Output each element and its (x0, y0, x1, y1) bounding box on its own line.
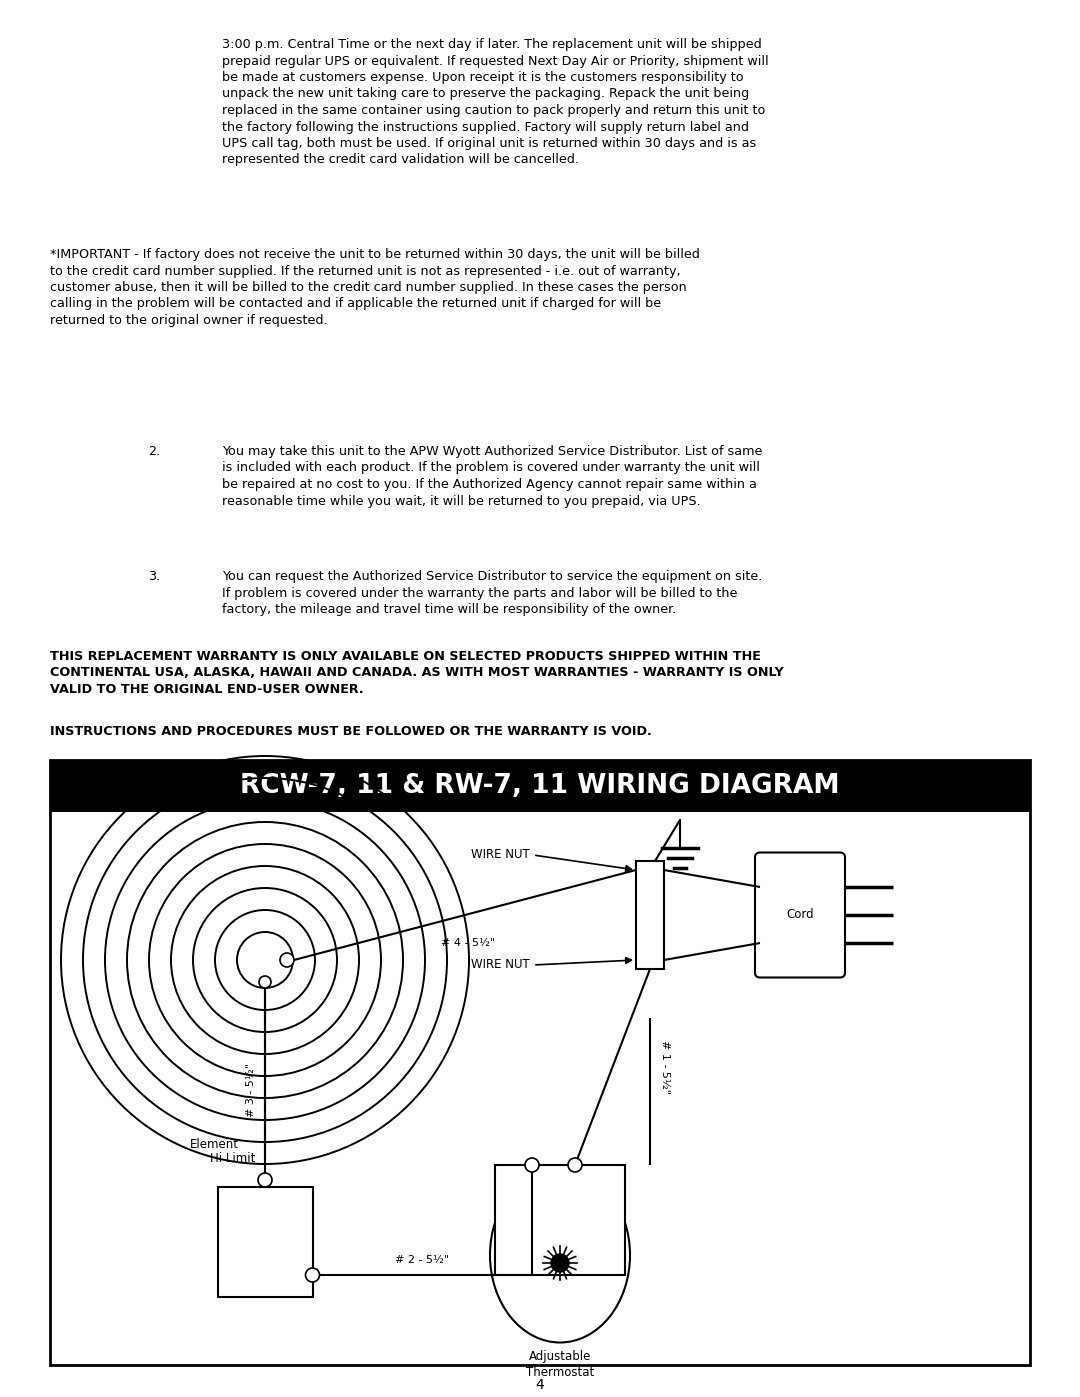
Text: WIRE NUT: WIRE NUT (471, 848, 530, 862)
Text: RCW-7, 11 & RW-7, 11 WIRING DIAGRAM: RCW-7, 11 & RW-7, 11 WIRING DIAGRAM (240, 773, 840, 799)
Text: Green: Green (765, 865, 799, 875)
Text: # 3 - 5½": # 3 - 5½" (246, 1063, 256, 1118)
Circle shape (259, 977, 271, 988)
Text: Adjustable
Thermostat: Adjustable Thermostat (526, 1350, 594, 1379)
Circle shape (306, 1268, 320, 1282)
Text: 3.: 3. (148, 570, 160, 583)
Text: You can request the Authorized Service Distributor to service the equipment on s: You can request the Authorized Service D… (222, 570, 762, 616)
Circle shape (258, 1173, 272, 1187)
Ellipse shape (490, 1168, 630, 1343)
Text: 4: 4 (536, 1377, 544, 1391)
Circle shape (568, 1158, 582, 1172)
Bar (217, 1187, 312, 1296)
Text: THIS REPLACEMENT WARRANTY IS ONLY AVAILABLE ON SELECTED PRODUCTS SHIPPED WITHIN : THIS REPLACEMENT WARRANTY IS ONLY AVAILA… (50, 650, 784, 696)
Circle shape (525, 1158, 539, 1172)
FancyBboxPatch shape (755, 852, 845, 978)
Text: WIRE NUT: WIRE NUT (471, 958, 530, 971)
Bar (636, 861, 664, 970)
Text: INSTRUCTIONS AND PROCEDURES MUST BE FOLLOWED OR THE WARRANTY IS VOID.: INSTRUCTIONS AND PROCEDURES MUST BE FOLL… (50, 725, 651, 738)
Text: # 2 - 5½": # 2 - 5½" (395, 1255, 449, 1266)
Text: # 4 - 5½": # 4 - 5½" (442, 937, 496, 949)
Text: 3:00 p.m. Central Time or the next day if later. The replacement unit will be sh: 3:00 p.m. Central Time or the next day i… (222, 38, 769, 166)
Text: Hi Limit: Hi Limit (210, 1153, 255, 1165)
Text: Black: Black (765, 949, 795, 958)
Text: Element: Element (190, 1139, 239, 1151)
Text: Cord: Cord (786, 908, 814, 922)
Text: You may take this unit to the APW Wyott Authorized Service Distributor. List of : You may take this unit to the APW Wyott … (222, 446, 762, 507)
Text: *IMPORTANT - If factory does not receive the unit to be returned within 30 days,: *IMPORTANT - If factory does not receive… (50, 249, 700, 327)
Bar (50, 760, 1030, 812)
Text: 2.: 2. (148, 446, 160, 458)
Circle shape (280, 953, 294, 967)
Text: White: White (765, 909, 797, 921)
Text: # 1 - 5½": # 1 - 5½" (660, 1039, 670, 1094)
Bar (495, 1165, 625, 1275)
Bar (50, 760, 1030, 1365)
Circle shape (551, 1255, 569, 1273)
